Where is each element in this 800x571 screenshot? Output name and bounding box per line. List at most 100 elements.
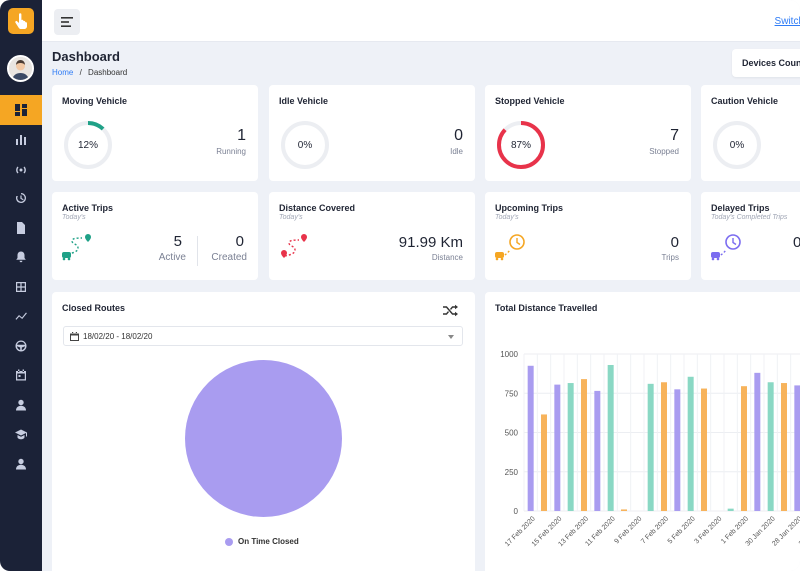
card-title: Moving Vehicle [62,96,128,106]
card-title: Distance Covered [279,203,356,213]
y-tick-label: 500 [505,429,519,438]
stopped-vehicle-card[interactable]: Stopped Vehicle 87% 7 Stopped [485,85,691,181]
caution-gauge [713,121,761,169]
breadcrumb-current: Dashboard [88,68,128,77]
graduation-cap-icon [15,429,27,440]
sidebar-item-profile[interactable] [0,449,42,479]
sidebar-item-live[interactable] [0,154,42,184]
bar [781,383,787,511]
x-tick-label: 5 Feb 2020 [667,515,697,545]
bar [527,365,534,511]
bell-icon [16,251,26,263]
bar [541,414,547,511]
active-count: 5 [173,233,182,250]
card-title: Delayed Trips [711,203,770,213]
sidebar-item-dashboard[interactable] [0,95,42,125]
idle-count: 0 [454,127,463,144]
gauge-percent: 12% [77,139,98,151]
chart-title: Total Distance Travelled [495,303,598,313]
signal-icon [16,166,26,174]
route-pin-icon [281,234,307,258]
created-count: 0 [235,233,244,250]
card-subtitle: Today's [62,214,86,221]
switch-link[interactable]: Switch [774,16,800,27]
stopped-gauge-arc [497,121,545,169]
bar [661,382,667,511]
breadcrumb: Home / Dashboard [52,68,127,77]
stat-divider [197,236,198,266]
route-icon [62,234,91,261]
moving-gauge-arc [64,121,112,169]
breadcrumb-home-link[interactable]: Home [52,68,74,77]
bar [554,384,561,511]
clock-route-icon [711,234,741,261]
gauge-percent: 0% [729,139,745,151]
card-title: Upcoming Trips [495,203,564,213]
bar-chart-icon [16,135,26,146]
shuffle-icon[interactable] [443,304,459,317]
menu-toggle-button[interactable] [54,9,80,35]
dashboard-icon [15,103,27,116]
card-subtitle: Today's Completed Trips [711,214,788,221]
card-title: Idle Vehicle [279,96,329,106]
x-tick-label: 3 Feb 2020 [693,515,723,545]
devices-count-button[interactable]: Devices Count [732,49,800,77]
date-range-select[interactable]: 18/02/20 - 18/02/20 [63,326,463,346]
running-count: 1 [237,127,246,144]
sidebar-item-grid[interactable] [0,272,42,302]
running-label: Running [216,147,246,156]
bar [621,509,627,511]
hand-pointer-icon [15,13,27,29]
stopped-count: 7 [670,127,679,144]
sidebar [0,0,42,571]
x-tick-label: 7 Feb 2020 [640,515,670,545]
gauge-percent: 0% [297,139,313,151]
clock-route-icon [495,234,525,261]
distance-label: Distance [431,253,463,262]
upcoming-trips-card[interactable]: Upcoming Trips Today's 0 Trips [485,192,691,280]
user-avatar-icon [9,57,32,80]
legend-label: On Time Closed [238,537,299,546]
y-tick-label: 250 [505,468,519,477]
pie-legend[interactable]: On Time Closed [225,537,299,546]
moving-vehicle-card[interactable]: Moving Vehicle 12% 1 Running [52,85,258,181]
sidebar-item-analytics[interactable] [0,302,42,332]
sidebar-item-alerts[interactable] [0,243,42,273]
closed-routes-pie[interactable] [185,360,342,517]
avatar[interactable] [7,55,34,82]
bar [794,385,800,511]
gauge-percent: 87% [510,139,531,151]
card-subtitle: Today's [279,214,303,221]
sidebar-item-reports[interactable] [0,125,42,155]
card-title: Stopped Vehicle [495,96,565,106]
y-tick-label: 0 [514,507,519,516]
sidebar-item-calendar[interactable] [0,361,42,391]
idle-vehicle-card[interactable]: Idle Vehicle 0% 0 Idle [269,85,475,181]
delayed-trips-card[interactable]: Delayed Trips Today's Completed Trips 0 [701,192,800,280]
topbar: Switch [42,0,800,42]
bar [727,508,734,511]
idle-gauge [281,121,329,169]
chevron-down-icon [448,335,454,339]
sidebar-item-history[interactable] [0,184,42,214]
bar [567,383,574,511]
page-title: Dashboard [52,49,120,64]
grid-icon [16,281,26,292]
caution-vehicle-card[interactable]: Caution Vehicle 0% [701,85,800,181]
sidebar-item-documents[interactable] [0,213,42,243]
bar [741,386,747,511]
user-icon [16,399,26,411]
sidebar-item-drivers[interactable] [0,331,42,361]
sidebar-item-training[interactable] [0,420,42,450]
distance-covered-card[interactable]: Distance Covered Today's 91.99 Km Distan… [269,192,475,280]
app-logo[interactable] [8,8,34,34]
calendar-icon [16,369,26,381]
bar [701,388,707,511]
steering-wheel-icon [15,340,27,352]
created-label: Created [211,252,247,263]
bar [754,372,761,511]
bar [607,364,614,511]
active-trips-card[interactable]: Active Trips Today's 5 Active 0 Created [52,192,258,280]
moving-gauge [64,121,112,169]
sidebar-item-users[interactable] [0,390,42,420]
